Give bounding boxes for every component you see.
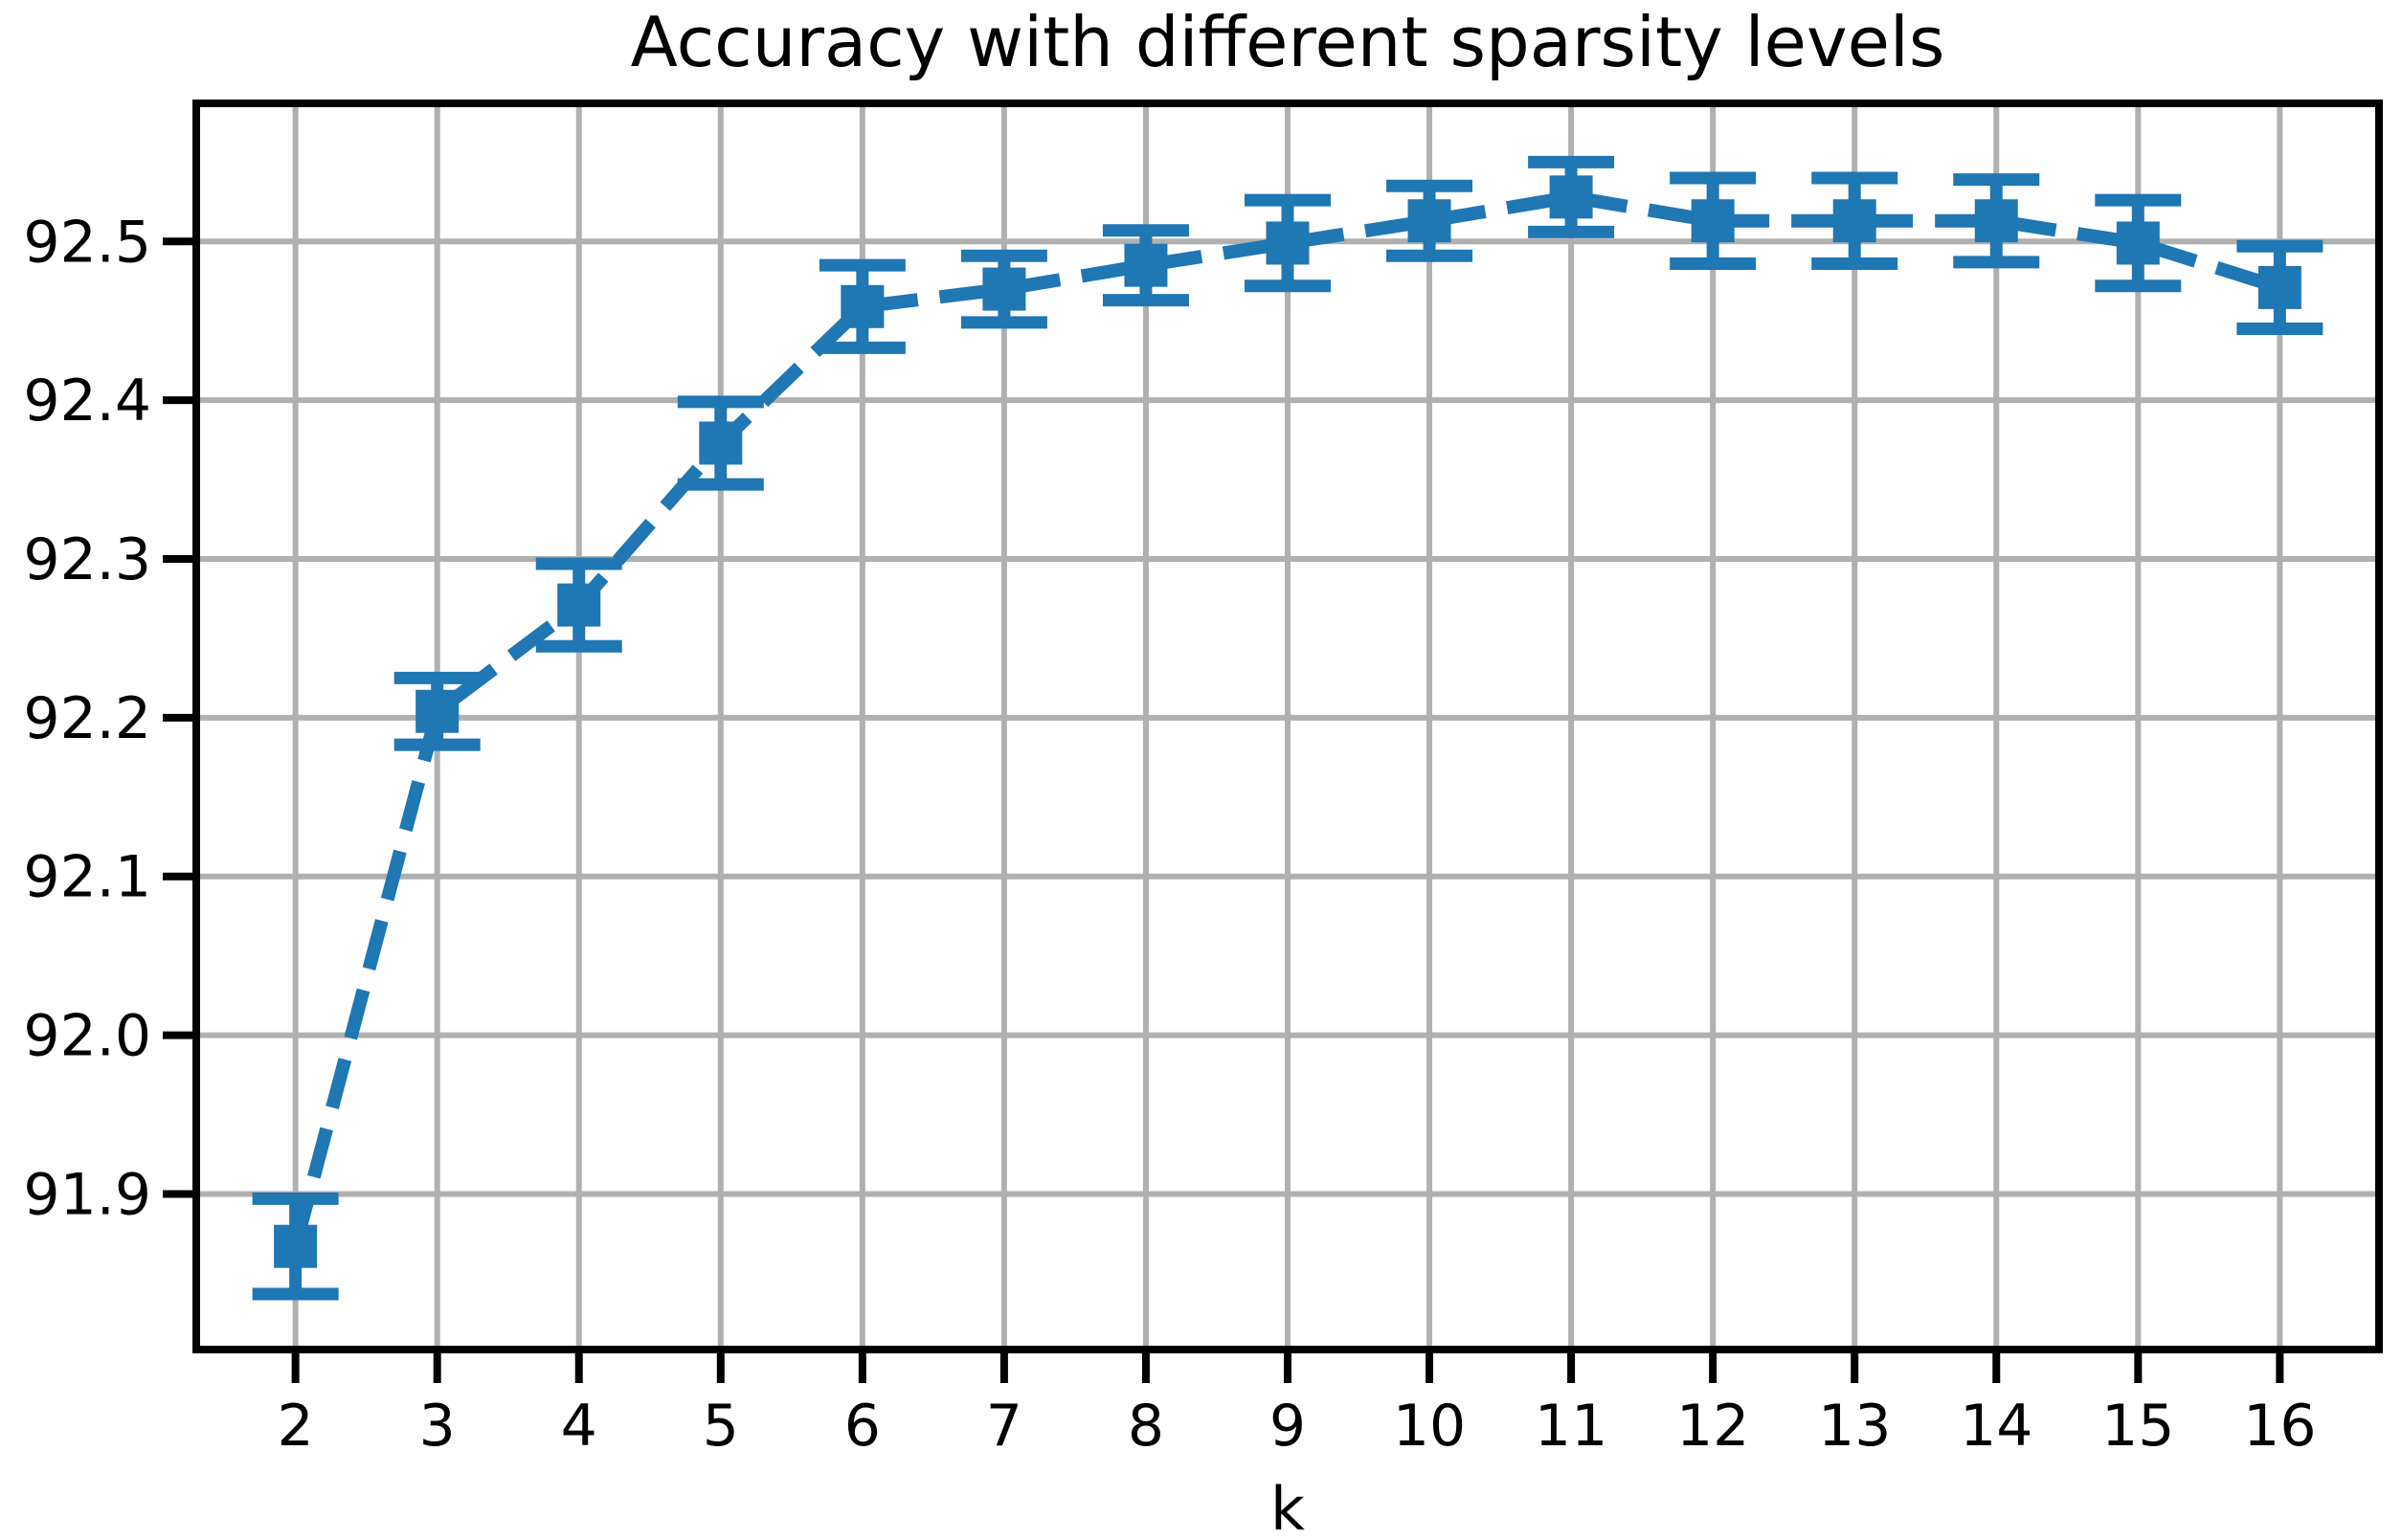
x-tick-label: 14 xyxy=(1960,1393,2032,1460)
y-tick-label: 92.3 xyxy=(23,526,151,593)
x-tick-label: 4 xyxy=(561,1393,597,1460)
data-point-marker xyxy=(2116,221,2160,265)
x-tick-label: 5 xyxy=(703,1393,739,1460)
data-point-marker xyxy=(274,1224,318,1268)
x-tick-label: 10 xyxy=(1393,1393,1466,1460)
data-line xyxy=(288,190,2282,1248)
x-tick-label: 3 xyxy=(419,1393,456,1460)
x-tick-label: 2 xyxy=(278,1393,314,1460)
y-tick-label: 92.0 xyxy=(23,1003,151,1070)
y-tick-label: 92.4 xyxy=(23,368,151,435)
x-tick-label: 12 xyxy=(1676,1393,1749,1460)
y-tick-label: 92.1 xyxy=(23,844,151,911)
data-point-marker xyxy=(699,421,743,465)
x-tick-label: 11 xyxy=(1535,1393,1607,1460)
chart-title: Accuracy with different sparsity levels xyxy=(630,2,1945,82)
x-tick-label: 6 xyxy=(844,1393,881,1460)
data-point-marker xyxy=(1691,199,1735,243)
data-point-marker xyxy=(1407,199,1451,243)
y-tick-label: 92.5 xyxy=(23,209,151,276)
x-tick-label: 7 xyxy=(986,1393,1022,1460)
data-point-marker xyxy=(415,689,460,733)
data-point-marker xyxy=(1974,199,2018,243)
data-point-marker xyxy=(841,284,885,328)
data-point-marker xyxy=(1549,175,1593,219)
y-tick-label: 91.9 xyxy=(23,1161,151,1228)
data-point-marker xyxy=(2257,265,2301,309)
x-axis-label: k xyxy=(1270,1474,1305,1540)
data-point-marker xyxy=(1124,243,1168,287)
data-point-marker xyxy=(1832,199,1876,243)
x-tick-label: 16 xyxy=(2243,1393,2316,1460)
data-point-marker xyxy=(1266,221,1310,265)
data-point-marker xyxy=(557,583,601,627)
y-tick-label: 92.2 xyxy=(23,685,151,752)
data-point-marker xyxy=(982,267,1026,311)
x-tick-label: 13 xyxy=(1818,1393,1891,1460)
x-tick-label: 15 xyxy=(2101,1393,2174,1460)
x-tick-label: 9 xyxy=(1269,1393,1306,1460)
x-tick-label: 8 xyxy=(1128,1393,1164,1460)
